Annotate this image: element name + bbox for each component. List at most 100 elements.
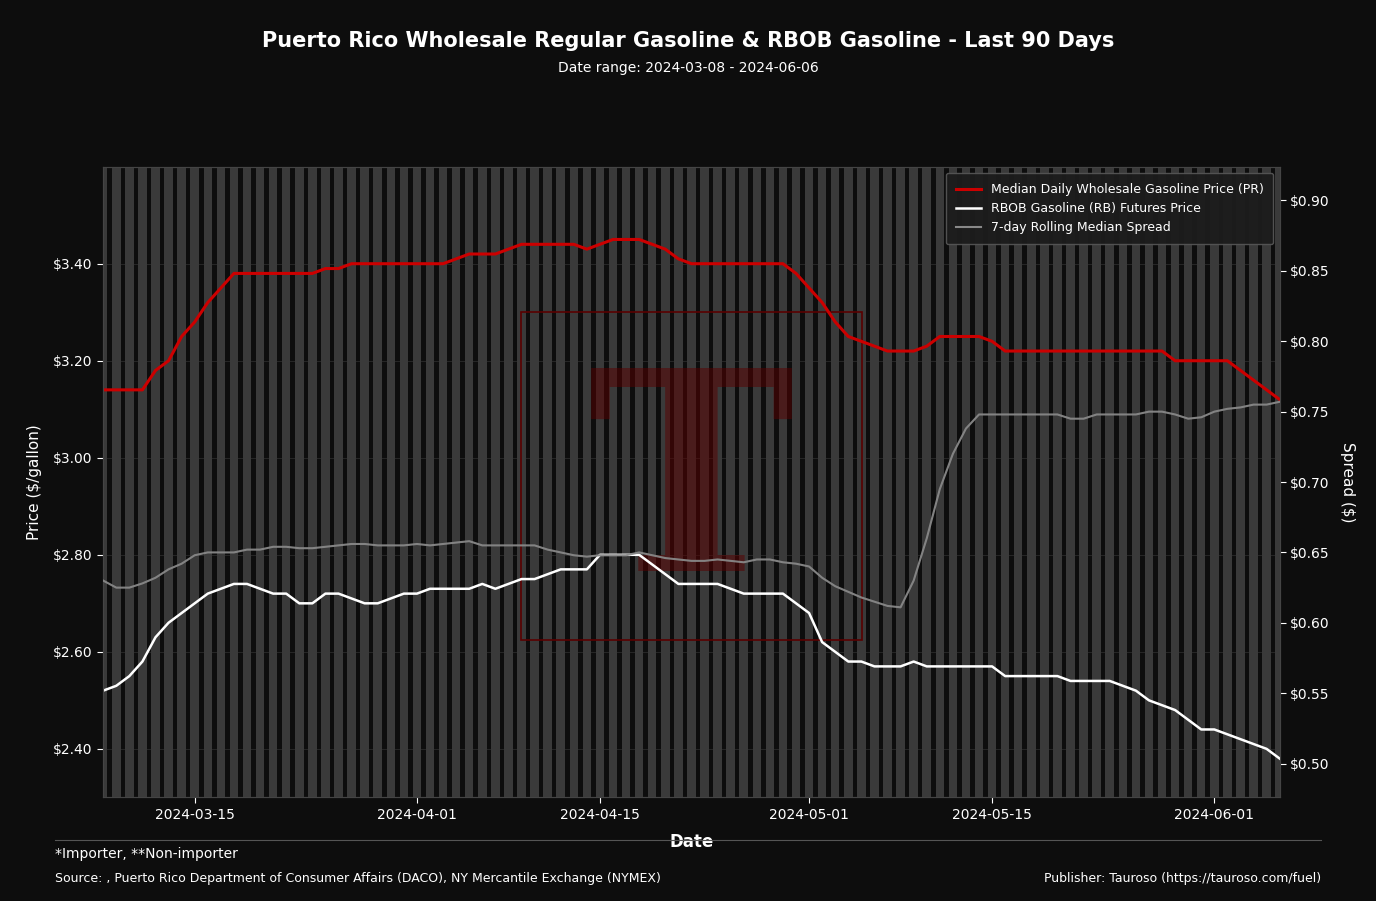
Bar xyxy=(282,0,290,797)
Bar xyxy=(522,312,861,640)
Bar xyxy=(727,0,735,797)
Bar xyxy=(230,0,238,797)
Bar xyxy=(1145,0,1153,797)
Bar xyxy=(570,0,578,797)
Bar xyxy=(334,0,343,797)
Bar xyxy=(1000,0,1010,797)
Bar xyxy=(556,0,566,797)
Bar xyxy=(739,0,749,797)
Bar xyxy=(242,0,252,797)
Bar xyxy=(451,0,461,797)
Bar xyxy=(857,0,866,797)
Bar xyxy=(974,0,984,797)
Text: *Importer, **Non-importer: *Importer, **Non-importer xyxy=(55,847,238,861)
Bar xyxy=(1157,0,1167,797)
Bar xyxy=(1276,0,1284,797)
Bar xyxy=(256,0,264,797)
Bar xyxy=(294,0,304,797)
Bar xyxy=(582,0,592,797)
Bar xyxy=(1026,0,1036,797)
Bar xyxy=(660,0,670,797)
Bar xyxy=(910,0,918,797)
Bar xyxy=(687,0,696,797)
Bar xyxy=(1105,0,1115,797)
Bar xyxy=(634,0,644,797)
Bar xyxy=(922,0,932,797)
Bar xyxy=(347,0,356,797)
Bar xyxy=(477,0,487,797)
Bar xyxy=(399,0,409,797)
Bar xyxy=(1183,0,1193,797)
Bar xyxy=(125,0,133,797)
Bar xyxy=(504,0,513,797)
Bar xyxy=(817,0,827,797)
Bar xyxy=(491,0,499,797)
Bar xyxy=(779,0,787,797)
Bar xyxy=(896,0,905,797)
Bar xyxy=(805,0,813,797)
Bar xyxy=(843,0,853,797)
Bar xyxy=(517,0,526,797)
Bar xyxy=(99,0,107,797)
Bar xyxy=(138,0,147,797)
Bar xyxy=(700,0,709,797)
Legend: Median Daily Wholesale Gasoline Price (PR), RBOB Gasoline (RB) Futures Price, 7-: Median Daily Wholesale Gasoline Price (P… xyxy=(945,173,1273,244)
Bar xyxy=(1014,0,1022,797)
Bar xyxy=(1040,0,1049,797)
Bar xyxy=(674,0,682,797)
Bar xyxy=(1119,0,1127,797)
Bar xyxy=(622,0,630,797)
Y-axis label: Spread ($): Spread ($) xyxy=(1340,441,1355,523)
Bar xyxy=(373,0,383,797)
Bar xyxy=(596,0,604,797)
Bar xyxy=(962,0,970,797)
Bar xyxy=(1236,0,1245,797)
X-axis label: Date: Date xyxy=(669,833,714,851)
Bar xyxy=(111,0,121,797)
Bar xyxy=(216,0,226,797)
Bar xyxy=(883,0,892,797)
Bar xyxy=(1223,0,1232,797)
Y-axis label: Price ($/gallon): Price ($/gallon) xyxy=(28,424,43,540)
Bar xyxy=(1053,0,1062,797)
Bar xyxy=(791,0,801,797)
Bar xyxy=(465,0,473,797)
Bar xyxy=(1171,0,1179,797)
Text: Publisher: Tauroso (https://tauroso.com/fuel): Publisher: Tauroso (https://tauroso.com/… xyxy=(1044,872,1321,885)
Bar xyxy=(1210,0,1219,797)
Text: Date range: 2024-03-08 - 2024-06-06: Date range: 2024-03-08 - 2024-06-06 xyxy=(557,60,819,75)
Bar xyxy=(1079,0,1088,797)
Bar xyxy=(1131,0,1141,797)
Bar xyxy=(1066,0,1075,797)
Bar xyxy=(164,0,173,797)
Bar xyxy=(648,0,656,797)
Bar xyxy=(151,0,160,797)
Bar xyxy=(870,0,879,797)
Bar xyxy=(765,0,775,797)
Bar xyxy=(1262,0,1271,797)
Bar xyxy=(268,0,278,797)
Bar xyxy=(1197,0,1205,797)
Bar xyxy=(1249,0,1258,797)
Text: Puerto Rico Wholesale Regular Gasoline & RBOB Gasoline - Last 90 Days: Puerto Rico Wholesale Regular Gasoline &… xyxy=(261,31,1115,50)
Text: Source: , Puerto Rico Department of Consumer Affairs (DACO), NY Mercantile Excha: Source: , Puerto Rico Department of Cons… xyxy=(55,872,660,885)
Bar xyxy=(948,0,958,797)
Bar xyxy=(753,0,761,797)
Bar xyxy=(425,0,435,797)
Bar xyxy=(308,0,316,797)
Bar xyxy=(936,0,944,797)
Bar xyxy=(387,0,395,797)
Bar xyxy=(544,0,552,797)
Bar xyxy=(530,0,539,797)
Bar xyxy=(608,0,618,797)
Bar xyxy=(831,0,839,797)
Text: T: T xyxy=(588,360,795,629)
Bar xyxy=(190,0,200,797)
Bar xyxy=(713,0,722,797)
Bar xyxy=(361,0,369,797)
Bar xyxy=(439,0,447,797)
Bar xyxy=(178,0,186,797)
Bar xyxy=(1093,0,1101,797)
Bar xyxy=(204,0,212,797)
Bar xyxy=(413,0,421,797)
